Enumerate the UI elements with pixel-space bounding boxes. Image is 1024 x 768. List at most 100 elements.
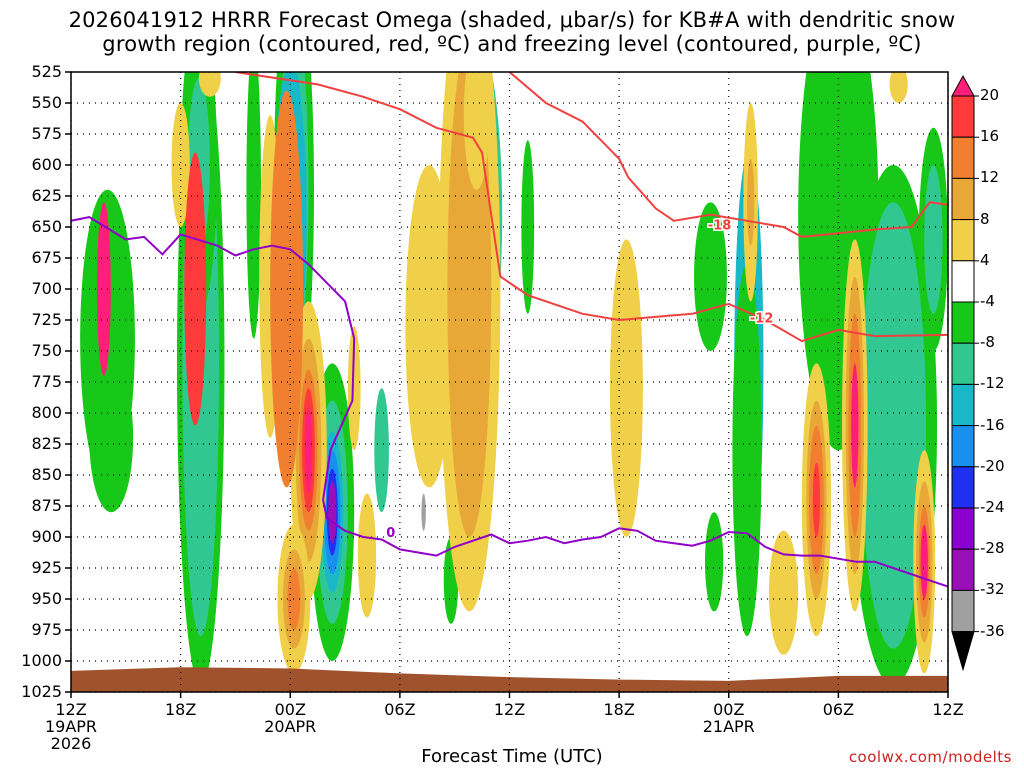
x-tick-label: 12Z: [470, 701, 550, 718]
omega-column-02z-5: [328, 481, 337, 544]
contour-line-2: [71, 216, 948, 588]
contour-label-2: 0: [386, 526, 395, 541]
colorbar-swatch-6: [951, 342, 975, 385]
colorbar-label: 16: [980, 127, 1000, 146]
y-tick-label: 675: [31, 248, 62, 267]
y-tick-label: 800: [31, 403, 62, 422]
colorbar-swatch-9: [951, 466, 975, 509]
colorbar-label: -36: [980, 621, 1005, 640]
contour-label-1: -12: [750, 312, 774, 327]
sink-03z-21apr-0: [768, 530, 799, 655]
x-tick-label-line: 00Z: [274, 700, 306, 719]
colorbar-swatch-11: [951, 548, 975, 591]
sink-19z-0: [609, 239, 643, 537]
credit-link[interactable]: coolwx.com/modelts: [848, 748, 1012, 766]
x-tick-label-line: 00Z: [713, 700, 745, 719]
colorbar-arrow-top: [951, 74, 975, 97]
x-tick-label-line: 18Z: [164, 700, 197, 719]
colorbar-label: -28: [980, 539, 1005, 558]
x-tick-label: 12Z: [908, 701, 988, 718]
sink-top-19z-0: [198, 72, 221, 97]
y-tick-label: 850: [31, 465, 62, 484]
colorbar-swatch-7: [951, 383, 975, 427]
sink-03z-0: [347, 326, 361, 451]
x-tick-label: 00Z 21APR: [689, 701, 769, 735]
sink-01z-21apr-1: [747, 158, 755, 246]
colorbar-arrow-bottom: [951, 631, 975, 672]
colorbar-swatch-12: [951, 589, 975, 633]
x-tick-label: 00Z 20APR: [250, 701, 330, 735]
y-tick-label: 525: [31, 62, 62, 81]
colorbar-label: 20: [980, 86, 1000, 104]
colorbar-label: -8: [980, 333, 995, 352]
omega-strip-20z-0: [246, 72, 262, 339]
sink-05z-21apr-3: [812, 462, 821, 537]
colorbar-label: -20: [980, 456, 1005, 475]
contour-label-0: -18: [708, 219, 732, 234]
omega-mid-23z-0: [694, 202, 727, 351]
sink-main-10z-4: [96, 202, 111, 376]
sink-04z-0: [357, 493, 377, 618]
x-tick-label: 18Z: [141, 701, 221, 718]
y-tick-label: 825: [31, 434, 62, 453]
colorbar-swatch-0: [951, 95, 975, 138]
colorbar-swatch-8: [951, 425, 975, 468]
contour-line-0: [235, 72, 948, 343]
y-tick-label: 650: [31, 217, 62, 236]
x-tick-label-line: 2026: [50, 734, 92, 753]
sink-main-10z-1: [447, 72, 492, 537]
y-tick-label: 750: [31, 341, 62, 360]
y-tick-label: 775: [31, 372, 62, 391]
y-tick-label: 725: [31, 310, 62, 329]
y-tick-label: 900: [31, 527, 62, 546]
y-tick-label: 700: [31, 279, 62, 298]
x-tick-label: 12Z 19APR 2026: [31, 701, 111, 752]
colorbar-swatch-10: [951, 507, 975, 550]
colorbar-swatch-2: [951, 177, 975, 221]
terrain-band: [71, 667, 948, 692]
omega-early-low-0: [89, 363, 134, 513]
x-tick-label-line: 19APR: [44, 717, 98, 736]
y-tick-label: 600: [31, 155, 62, 174]
colorbar-label: -4: [980, 292, 995, 310]
y-tick-label: 550: [31, 93, 62, 112]
omega-21apr-01z-1: [374, 388, 389, 513]
sink-top-right-0: [889, 72, 908, 103]
colorbar-label: -32: [980, 580, 1005, 599]
x-tick-label: 18Z: [579, 701, 659, 718]
y-tick-label: 925: [31, 558, 62, 577]
colorbar-label: 4: [980, 250, 990, 269]
colorbar-label: 12: [980, 168, 1000, 187]
colorbar-label: -12: [980, 374, 1005, 393]
y-tick-label: 950: [31, 589, 62, 608]
y-tick-label: 975: [31, 620, 62, 639]
y-tick-label: 1000: [21, 651, 62, 670]
colorbar-label: -16: [980, 415, 1005, 434]
omega-lower-right-1: [860, 202, 927, 649]
omega-column-02z-6: [421, 493, 426, 531]
x-tick-label-line: 20APR: [264, 717, 317, 736]
chart-title: 2026041912 HRRR Forecast Omega (shaded, …: [68, 8, 956, 56]
x-tick-label-line: 18Z: [603, 700, 635, 719]
colorbar-label: -24: [980, 498, 1005, 516]
y-tick-label: 625: [31, 186, 62, 205]
colorbar-swatch-5: [951, 301, 975, 344]
x-tick-label-line: 12Z: [932, 700, 964, 719]
sink-01z-4: [304, 406, 313, 494]
y-tick-label: 575: [31, 124, 62, 143]
sink-main-10z-2: [270, 90, 304, 488]
colorbar-label: 8: [980, 209, 990, 228]
x-tick-label-line: 12Z: [493, 700, 526, 719]
colorbar-swatch-3: [951, 219, 975, 262]
colorbar-swatch-1: [951, 136, 975, 179]
colorbar-swatch-4: [951, 260, 975, 303]
x-tick-label-line: 21APR: [702, 717, 755, 736]
sink-11z-21apr-3: [920, 524, 928, 599]
x-tick-label-line: 12Z: [55, 700, 87, 719]
sink-07z-21apr-3: [851, 363, 859, 488]
x-axis-title: Forecast Time (UTC): [421, 746, 603, 767]
y-tick-label: 1025: [21, 682, 62, 701]
shading-layer: [71, 72, 948, 692]
x-tick-label: 06Z: [360, 701, 440, 718]
